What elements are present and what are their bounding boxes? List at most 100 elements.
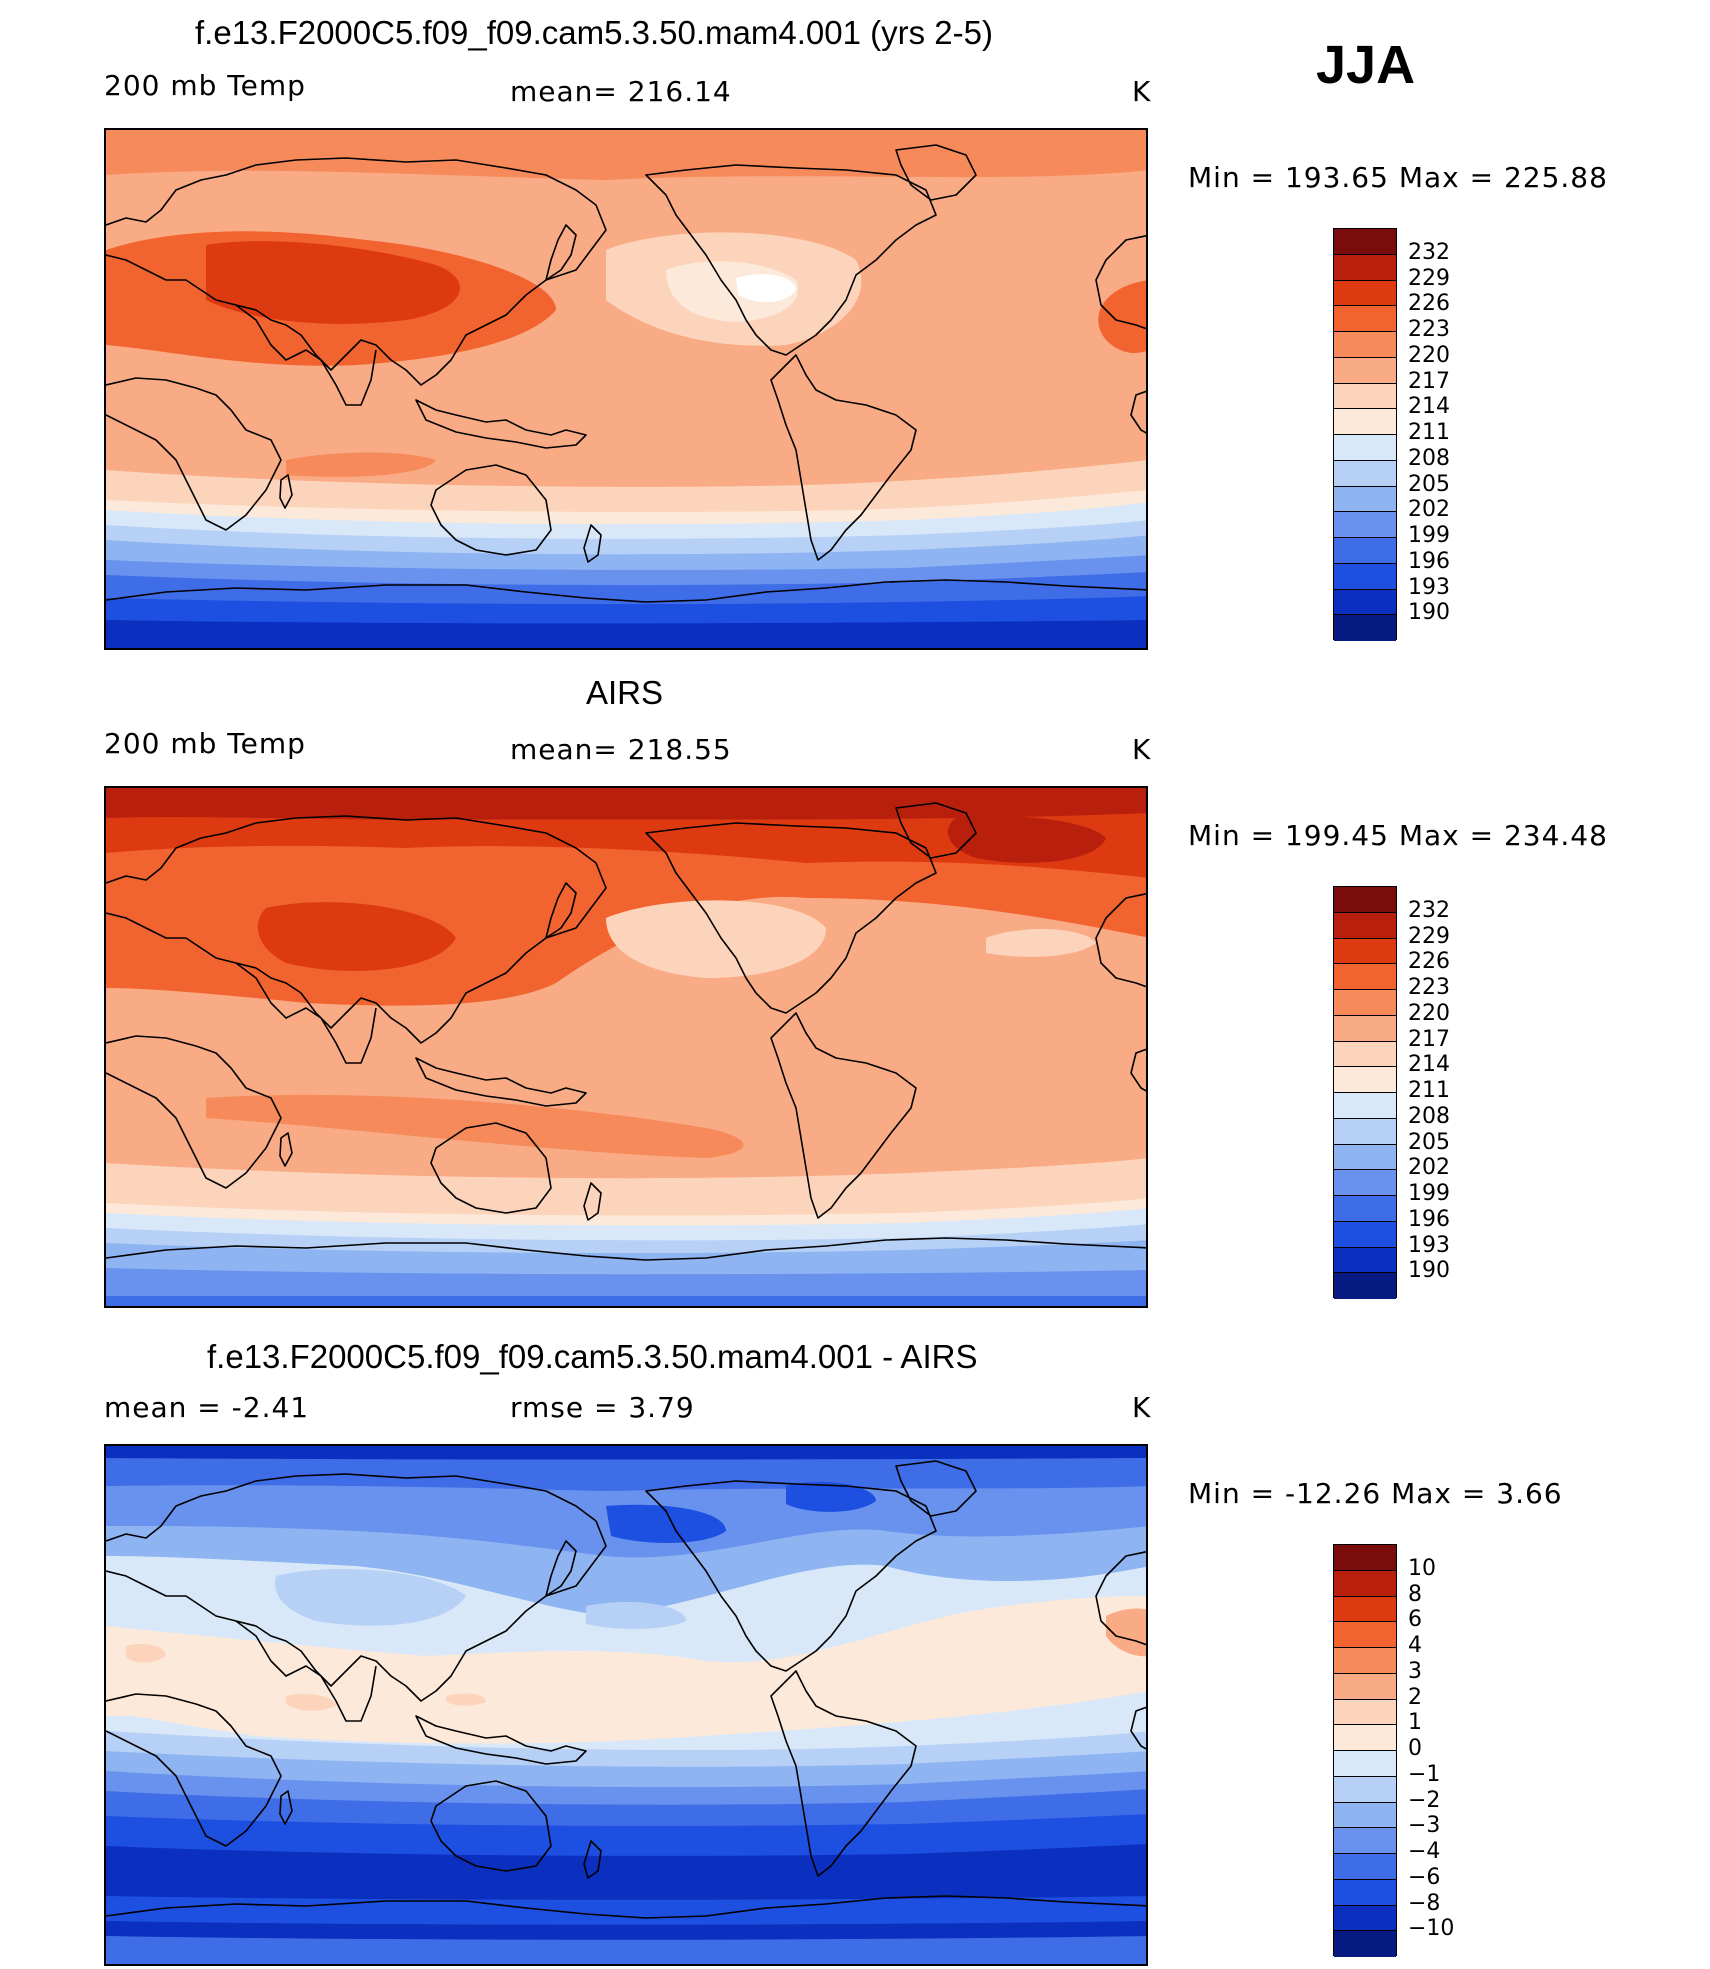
colorbar-swatch: [1334, 512, 1396, 538]
colorbar-swatch: [1334, 1093, 1396, 1119]
panel-2-mean-label: mean= 218.55: [510, 733, 732, 766]
colorbar-swatch: [1334, 538, 1396, 564]
colorbar-tick-label: 4: [1408, 1633, 1422, 1658]
colorbar-tick-label: 190: [1408, 600, 1450, 626]
colorbar-swatch: [1334, 1673, 1396, 1700]
colorbar-swatch: [1334, 435, 1396, 461]
colorbar-tick-label: 196: [1408, 1206, 1450, 1232]
colorbar-tick-label: 211: [1408, 420, 1450, 445]
colorbar-swatch: [1334, 589, 1396, 616]
panel-1-title: f.e13.F2000C5.f09_f09.cam5.3.50.mam4.001…: [195, 14, 993, 51]
colorbar-swatch: [1334, 1931, 1396, 1957]
colorbar-tick-label: −6: [1408, 1864, 1441, 1890]
colorbar-tick-label: 226: [1408, 291, 1450, 317]
colorbar-tick-label: 214: [1408, 1052, 1450, 1078]
colorbar-tick-label: 202: [1408, 1155, 1450, 1181]
colorbar-tick-label: −2: [1408, 1787, 1441, 1813]
panel-2-minmax-label: Min = 199.45 Max = 234.48: [1188, 819, 1608, 852]
colorbar-tick-label: 214: [1408, 394, 1450, 420]
colorbar-tick-label: 217: [1408, 368, 1450, 394]
colorbar-swatch: [1334, 1699, 1396, 1726]
colorbar-swatch: [1334, 1905, 1396, 1932]
panel-1-variable-label: 200 mb Temp: [104, 69, 306, 102]
colorbar-swatch: [1334, 357, 1396, 384]
colorbar-tick-label: 205: [1408, 1129, 1450, 1155]
colorbar-tick-label: 217: [1408, 1026, 1450, 1052]
colorbar-tick-label: 2: [1408, 1684, 1422, 1710]
colorbar-tick-label: 226: [1408, 949, 1450, 975]
panel-2-map: [104, 786, 1148, 1308]
colorbar-swatch: [1334, 990, 1396, 1016]
colorbar-tick-label: 6: [1408, 1607, 1422, 1633]
panel-1-mean-label: mean= 216.14: [510, 75, 732, 108]
colorbar-tick-label: 205: [1408, 471, 1450, 497]
colorbar-swatch: [1334, 486, 1396, 513]
colorbar-tick-label: 232: [1408, 897, 1450, 923]
colorbar-tick-label: −10: [1408, 1916, 1455, 1942]
colorbar-swatch: [1334, 912, 1396, 939]
colorbar-swatch: [1334, 1118, 1396, 1145]
colorbar-tick-label: 220: [1408, 1000, 1450, 1026]
colorbar-swatch: [1334, 1828, 1396, 1854]
colorbar-swatch: [1334, 254, 1396, 281]
colorbar-swatch: [1334, 1751, 1396, 1777]
colorbar-swatch: [1334, 1570, 1396, 1597]
colorbar-swatch: [1334, 1247, 1396, 1274]
colorbar-tick-label: 202: [1408, 497, 1450, 523]
colorbar-swatch: [1334, 1596, 1396, 1623]
panel-1-minmax-label: Min = 193.65 Max = 225.88: [1188, 161, 1608, 194]
panel-3-title: f.e13.F2000C5.f09_f09.cam5.3.50.mam4.001…: [207, 1338, 978, 1375]
panel-3-map: [104, 1444, 1148, 1966]
colorbar-tick-label: 211: [1408, 1078, 1450, 1103]
colorbar-tick-label: 199: [1408, 523, 1450, 548]
colorbar-tick-label: −1: [1408, 1761, 1441, 1787]
panel-3-rmse-label: rmse = 3.79: [510, 1391, 695, 1424]
colorbar-swatch: [1334, 1854, 1396, 1880]
colorbar-tick-label: 3: [1408, 1658, 1422, 1684]
colorbar-swatch: [1334, 1545, 1396, 1571]
colorbar-swatch: [1334, 1725, 1396, 1751]
panel-3-units-label: K: [1132, 1391, 1152, 1424]
colorbar-swatch: [1334, 229, 1396, 255]
panel-2-title: AIRS: [586, 674, 664, 711]
colorbar-tick-label: 1: [1408, 1710, 1422, 1736]
colorbar-tick-label: 10: [1408, 1555, 1436, 1581]
colorbar-tick-label: −4: [1408, 1839, 1441, 1864]
colorbar-tick-label: 8: [1408, 1581, 1422, 1607]
colorbar-swatch: [1334, 938, 1396, 965]
panel-3-mean-label: mean = -2.41: [104, 1391, 310, 1424]
colorbar-swatch: [1334, 1273, 1396, 1299]
colorbar-tick-label: −3: [1408, 1813, 1441, 1839]
colorbar-tick-label: 208: [1408, 445, 1450, 471]
colorbar-swatch: [1334, 1221, 1396, 1248]
colorbar-tick-label: 208: [1408, 1103, 1450, 1129]
colorbar-swatch: [1334, 1170, 1396, 1196]
colorbar-swatch: [1334, 1144, 1396, 1171]
colorbar-swatch: [1334, 1776, 1396, 1803]
colorbar-swatch: [1334, 306, 1396, 332]
panel-2-units-label: K: [1132, 733, 1152, 766]
colorbar-swatch: [1334, 409, 1396, 435]
colorbar-tick-label: 196: [1408, 548, 1450, 574]
colorbar-swatch: [1334, 460, 1396, 487]
colorbar-swatch: [1334, 887, 1396, 913]
colorbar-swatch: [1334, 1196, 1396, 1222]
colorbar-tick-label: 220: [1408, 342, 1450, 368]
panel-2-variable-label: 200 mb Temp: [104, 727, 306, 760]
colorbar-tick-label: 193: [1408, 574, 1450, 600]
colorbar-tick-label: 229: [1408, 923, 1450, 949]
colorbar-tick-label: 229: [1408, 265, 1450, 291]
colorbar-tick-label: 190: [1408, 1258, 1450, 1284]
colorbar-3: [1333, 1544, 1397, 1957]
colorbar-tick-label: 232: [1408, 239, 1450, 265]
panel-1-units-label: K: [1132, 75, 1152, 108]
colorbar-1: [1333, 228, 1397, 641]
colorbar-tick-label: 0: [1408, 1736, 1422, 1761]
colorbar-swatch: [1334, 615, 1396, 641]
panel-3-minmax-label: Min = -12.26 Max = 3.66: [1188, 1477, 1563, 1510]
colorbar-swatch: [1334, 1041, 1396, 1068]
season-label: JJA: [1316, 35, 1416, 95]
colorbar-tick-label: 223: [1408, 317, 1450, 342]
colorbar-swatch: [1334, 1622, 1396, 1648]
colorbar-tick-label: 193: [1408, 1232, 1450, 1258]
